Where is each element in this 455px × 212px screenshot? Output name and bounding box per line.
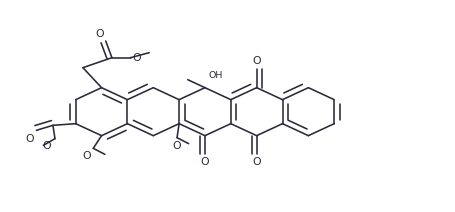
Text: O: O — [172, 141, 181, 151]
Text: O: O — [252, 157, 260, 167]
Text: O: O — [132, 53, 141, 63]
Text: O: O — [95, 29, 103, 39]
Text: O: O — [42, 141, 51, 151]
Text: O: O — [25, 134, 34, 144]
Text: O: O — [82, 151, 91, 161]
Text: O: O — [252, 56, 260, 66]
Text: OH: OH — [208, 71, 223, 80]
Text: O: O — [200, 157, 209, 167]
